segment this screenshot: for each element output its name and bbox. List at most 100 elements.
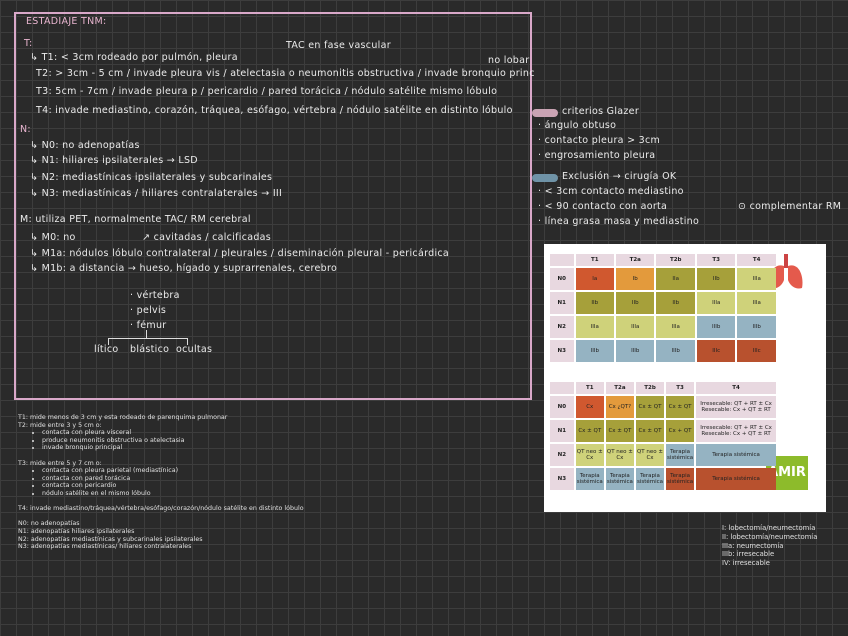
row-header: N1 <box>550 292 574 314</box>
cell: QT neo ± Cx <box>636 444 664 466</box>
note-group: T3: mide entre 5 y 7 cm o:contacta con p… <box>18 460 304 498</box>
staging-image: AMIR T1T2aT2bT3T4N0IaIbIIaIIbIIIaN1IIbII… <box>544 244 826 512</box>
note-text: N3: adenopatías mediastínicas/ hiliares … <box>18 543 304 551</box>
note-line: ↳ N2: mediastínicas ipsilaterales y subc… <box>30 172 272 183</box>
note-line: ↳ M1a: nódulos lóbulo contralateral / pl… <box>30 248 449 259</box>
note-text: T1: mide menos de 3 cm y esta rodeado de… <box>18 414 304 422</box>
cell: Terapia sistémica <box>636 468 664 490</box>
cell: Terapia sistémica <box>696 444 776 466</box>
cell: IIIb <box>576 340 614 362</box>
bullet: invade bronquio principal <box>42 444 304 452</box>
side-note: · contacto pleura > 3cm <box>538 135 660 146</box>
cell: QT neo ± Cx <box>576 444 604 466</box>
row-header: N1 <box>550 420 574 442</box>
corner <box>550 382 574 394</box>
bullet: contacta con pared torácica <box>42 475 304 483</box>
section-heading: N: <box>20 124 31 135</box>
row: N3Terapia sistémicaTerapia sistémicaTera… <box>550 468 776 490</box>
bullet-list: contacta con pleura parietal (mediastíni… <box>18 467 304 497</box>
note-line: ↳ N1: hiliares ipsilaterales → LSD <box>30 155 198 166</box>
bone-site: · fémur <box>130 320 167 331</box>
surgery-item: IIIb: irresecable <box>722 550 817 559</box>
bullet: nódulo satélite en el mismo lóbulo <box>42 490 304 498</box>
row: N2IIIaIIIaIIIaIIIbIIIb <box>550 316 776 338</box>
section-heading: M: utiliza PET, normalmente TAC/ RM cere… <box>20 214 251 225</box>
surgery-item: I: lobectomía/neumectomía <box>722 524 817 533</box>
corner <box>550 254 574 266</box>
cell: IIIa <box>656 316 694 338</box>
side-note: · ángulo obtuso <box>538 120 616 131</box>
cell: Terapia sistémica <box>666 444 694 466</box>
cell: Cx ¿QT? <box>606 396 634 418</box>
note-group: T1: mide menos de 3 cm y esta rodeado de… <box>18 414 304 452</box>
note-text: T4: invade mediastino/tráquea/vértebra/e… <box>18 505 304 513</box>
cell: Cx ± QT <box>666 396 694 418</box>
column-header: T4 <box>737 254 776 266</box>
cell: IIIa <box>616 316 654 338</box>
side-note: · < 90 contacto con aorta <box>538 201 667 212</box>
side-note: Exclusión → cirugía OK <box>562 171 676 182</box>
bone-type: blástico <box>130 344 169 355</box>
annotation: ↗ cavitadas / calcificadas <box>142 232 271 243</box>
highlight <box>532 174 558 182</box>
row: N3IIIbIIIbIIIbIIIcIIIc <box>550 340 776 362</box>
cell: QT neo ± Cx <box>606 444 634 466</box>
note-text: N2: adenopatías mediastínicas y subcarin… <box>18 536 304 544</box>
bone-type: lítico <box>94 344 118 355</box>
note-line: ↳ N0: no adenopatías <box>30 140 140 151</box>
side-note: · línea grasa masa y mediastino <box>538 216 699 227</box>
cell: Ia <box>576 268 614 290</box>
cell: Cx ± QT <box>636 420 664 442</box>
cell: Irresecable: QT + RT ± Cx Resecable: Cx … <box>696 420 776 442</box>
bullet: produce neumonitis obstructiva o atelect… <box>42 437 304 445</box>
typed-notes: T1: mide menos de 3 cm y esta rodeado de… <box>18 414 304 558</box>
row: N1IIbIIbIIbIIIaIIIa <box>550 292 776 314</box>
bullet: contacta con pleura visceral <box>42 429 304 437</box>
notes-title: ESTADIAJE TNM: <box>26 16 107 27</box>
note-text: N0: no adenopatías <box>18 520 304 528</box>
side-note: · < 3cm contacto mediastino <box>538 186 684 197</box>
column-header: T3 <box>666 382 694 394</box>
cell: IIIa <box>737 292 776 314</box>
side-note: ⊙ complementar RM <box>738 201 841 212</box>
surgery-item: II: lobectomía/neumectomía <box>722 533 817 542</box>
cell: IIb <box>576 292 614 314</box>
surgery-item: IV: irresecable <box>722 559 817 568</box>
column-header: T2b <box>656 254 694 266</box>
note-line: ↳ T1: < 3cm rodeado por pulmón, pleura <box>30 52 238 63</box>
note-group: T4: invade mediastino/tráquea/vértebra/e… <box>18 505 304 513</box>
column-header: T4 <box>696 382 776 394</box>
cell: Irresecable: QT + RT ± Cx Resecable: Cx … <box>696 396 776 418</box>
column-header: T2a <box>616 254 654 266</box>
note-line: T3: 5cm - 7cm / invade pleura p / perica… <box>36 86 497 97</box>
note-line: T2: > 3cm - 5 cm / invade pleura vis / a… <box>36 68 535 79</box>
row-header: N0 <box>550 268 574 290</box>
bone-site: · vértebra <box>130 290 180 301</box>
cell: IIIc <box>737 340 776 362</box>
cell: Ib <box>616 268 654 290</box>
note-text: N1: adenopatías hiliares ipsilaterales <box>18 528 304 536</box>
annotation: no lobar <box>488 55 529 66</box>
surgery-item: IIIa: neumectomía <box>722 542 817 551</box>
bracket <box>108 338 188 345</box>
column-header: T2a <box>606 382 634 394</box>
row-header: N2 <box>550 316 574 338</box>
connector <box>146 330 147 338</box>
cell: Cx + QT <box>666 420 694 442</box>
header-row: T1T2aT2bT3T4 <box>550 382 776 394</box>
cell: IIb <box>656 292 694 314</box>
cell: Terapia sistémica <box>666 468 694 490</box>
cell: Terapia sistémica <box>576 468 604 490</box>
staging-table: T1T2aT2bT3T4N0IaIbIIaIIbIIIaN1IIbIIbIIbI… <box>548 252 778 364</box>
bullet-list: contacta con pleura visceralproduce neum… <box>18 429 304 452</box>
row-header: N0 <box>550 396 574 418</box>
cell: Cx ± QT <box>636 396 664 418</box>
cell: Cx <box>576 396 604 418</box>
column-header: T1 <box>576 382 604 394</box>
note-line: ↳ N3: mediastínicas / hiliares contralat… <box>30 188 282 199</box>
cell: Terapia sistémica <box>696 468 776 490</box>
cell: IIIb <box>737 316 776 338</box>
column-header: T2b <box>636 382 664 394</box>
note-text: T2: mide entre 3 y 5 cm o: <box>18 422 304 430</box>
